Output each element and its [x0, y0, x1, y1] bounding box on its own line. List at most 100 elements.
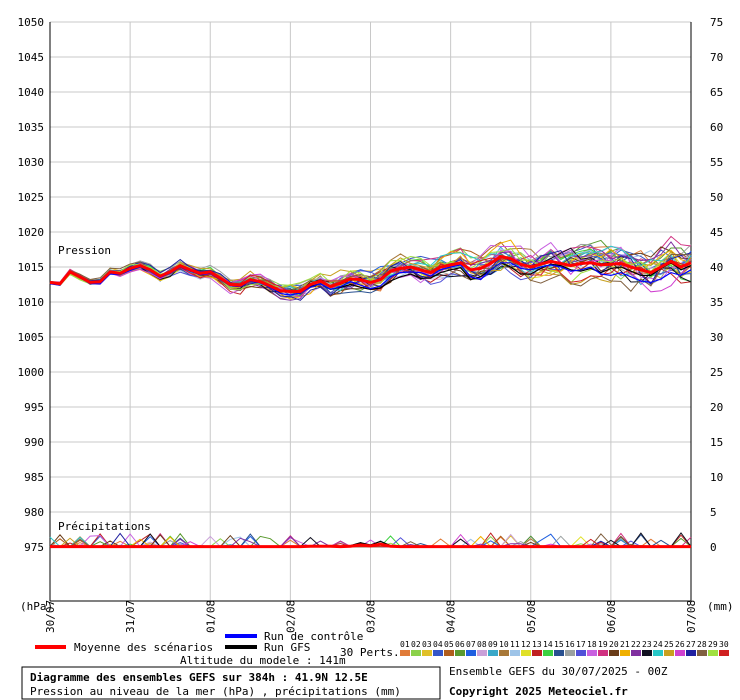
pert-number: 11: [510, 640, 520, 649]
pert-swatch: [565, 650, 575, 656]
left-tick-label: 1035: [18, 121, 45, 134]
left-tick-label: 1045: [18, 51, 45, 64]
pert-swatch: [686, 650, 696, 656]
pert-number: 04: [433, 640, 443, 649]
x-tick-label: 05/08: [525, 600, 538, 633]
right-tick-label: 15: [710, 436, 723, 449]
pert-swatch: [554, 650, 564, 656]
right-tick-label: 70: [710, 51, 723, 64]
left-tick-label: 1030: [18, 156, 45, 169]
pert-number: 05: [444, 640, 454, 649]
pert-number: 06: [455, 640, 465, 649]
pert-swatch: [576, 650, 586, 656]
left-tick-label: 980: [24, 506, 44, 519]
right-tick-label: 10: [710, 471, 723, 484]
pert-number: 23: [642, 640, 652, 649]
pert-number: 14: [543, 640, 553, 649]
pert-swatch: [499, 650, 509, 656]
pert-number: 13: [532, 640, 542, 649]
pert-swatch: [532, 650, 542, 656]
x-tick-label: 01/08: [204, 600, 217, 633]
pert-swatch: [543, 650, 553, 656]
pert-number: 15: [554, 640, 564, 649]
right-tick-label: 5: [710, 506, 717, 519]
left-unit-label: (hPa): [20, 600, 53, 613]
pert-number: 12: [521, 640, 531, 649]
left-tick-label: 995: [24, 401, 44, 414]
right-tick-label: 55: [710, 156, 723, 169]
pert-number: 10: [499, 640, 509, 649]
x-tick-label: 06/08: [605, 600, 618, 633]
pert-number: 09: [488, 640, 498, 649]
pert-number: 02: [411, 640, 421, 649]
left-tick-label: 990: [24, 436, 44, 449]
pert-swatch: [488, 650, 498, 656]
pert-swatch: [477, 650, 487, 656]
legend-perts-swatches: 01 02 03 04 05 06 07 08 09 10 11 12 13 14 15 16 17 18 19 20…: [400, 640, 729, 656]
x-tick-label: 03/08: [365, 600, 378, 633]
left-tick-label: 1020: [18, 226, 45, 239]
tick-labels: 1050104510401035103010251020101510101005…: [18, 16, 724, 633]
footer-title-line2: Pression au niveau de la mer (hPa) , pré…: [30, 685, 401, 698]
legend: Moyenne des scénarios Run de contrôle Ru…: [35, 630, 729, 659]
pert-swatch: [708, 650, 718, 656]
left-tick-label: 1050: [18, 16, 45, 29]
main-series: [49, 254, 692, 549]
grid: [49, 21, 692, 601]
pert-number: 30: [719, 640, 729, 649]
pert-swatch: [653, 650, 663, 656]
pert-swatch: [466, 650, 476, 656]
right-tick-label: 20: [710, 401, 723, 414]
right-tick-label: 40: [710, 261, 723, 274]
left-tick-label: 1025: [18, 191, 45, 204]
right-tick-label: 0: [710, 541, 717, 554]
pert-swatch: [587, 650, 597, 656]
footer-title-line1: Diagramme des ensembles GEFS sur 384h : …: [30, 671, 368, 684]
x-tick-label: 30/07: [44, 600, 57, 633]
left-tick-label: 1040: [18, 86, 45, 99]
precip-label: Précipitations: [58, 520, 151, 533]
pert-number: 07: [466, 640, 476, 649]
right-tick-label: 75: [710, 16, 723, 29]
pert-number: 24: [653, 640, 663, 649]
right-tick-label: 50: [710, 191, 723, 204]
pert-number: 28: [697, 640, 707, 649]
right-tick-label: 60: [710, 121, 723, 134]
x-tick-label: 07/08: [685, 600, 698, 633]
pert-number: 08: [477, 640, 487, 649]
pert-swatch: [620, 650, 630, 656]
pert-swatch: [642, 650, 652, 656]
pert-number: 03: [422, 640, 432, 649]
pert-number: 29: [708, 640, 718, 649]
pert-number: 20: [609, 640, 619, 649]
pert-number: 17: [576, 640, 586, 649]
pert-line: [49, 247, 692, 290]
pert-number: 19: [598, 640, 608, 649]
pert-number: 21: [620, 640, 630, 649]
x-tick-label: 02/08: [284, 600, 297, 633]
left-tick-label: 1010: [18, 296, 45, 309]
legend-control-label: Run de contrôle: [264, 630, 363, 643]
right-tick-label: 25: [710, 366, 723, 379]
pert-swatch: [433, 650, 443, 656]
x-tick-label: 04/08: [445, 600, 458, 633]
axes: [49, 22, 692, 602]
pert-swatch: [444, 650, 454, 656]
left-tick-label: 1005: [18, 331, 45, 344]
mean-precip-line: [50, 542, 691, 549]
pert-swatch: [664, 650, 674, 656]
copyright: Copyright 2025 Meteociel.fr: [449, 685, 628, 698]
x-tick-label: 31/07: [124, 600, 137, 633]
left-tick-label: 1000: [18, 366, 45, 379]
right-unit-label: (mm): [707, 600, 734, 613]
right-tick-label: 30: [710, 331, 723, 344]
left-tick-label: 985: [24, 471, 44, 484]
pert-swatch: [455, 650, 465, 656]
pressure-label: Pression: [58, 244, 111, 257]
pert-number: 27: [686, 640, 696, 649]
legend-mean-label: Moyenne des scénarios: [74, 641, 213, 654]
pert-swatch: [675, 650, 685, 656]
footer-box: [21, 666, 441, 700]
pert-number: 16: [565, 640, 575, 649]
left-tick-label: 1015: [18, 261, 45, 274]
